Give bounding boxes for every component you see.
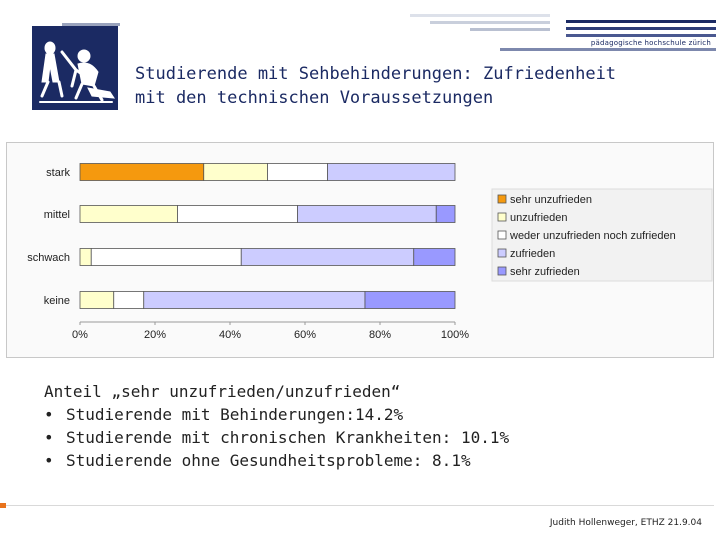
header-stripe [566, 34, 716, 37]
legend-swatch [497, 230, 507, 240]
header-stripe [62, 23, 120, 26]
header-stripe [470, 28, 550, 31]
bar-segment [267, 163, 328, 181]
header-stripe [430, 21, 550, 24]
bar-segment [79, 205, 178, 223]
bar-segment [113, 291, 145, 309]
institution-logo [32, 26, 118, 110]
bar-segment [297, 205, 437, 223]
x-tick-label: 40% [219, 329, 241, 341]
legend-label: sehr unzufrieden [510, 194, 592, 206]
x-tick-label: 80% [369, 329, 391, 341]
bar-segment [240, 248, 415, 266]
slide-title: Studierende mit Sehbehinderungen: Zufrie… [135, 62, 715, 110]
legend-label: unzufrieden [510, 212, 568, 224]
note-item: • Studierende mit chronischen Krankheiten… [44, 426, 704, 449]
note-item: • Studierende ohne Gesundheitsprobleme: 8… [44, 449, 704, 472]
legend-swatch [497, 248, 507, 258]
note-text: Studierende mit chronischen Krankheiten:… [66, 428, 510, 447]
header-stripe [566, 20, 716, 23]
legend-swatch [497, 266, 507, 276]
bar-segment [79, 248, 92, 266]
footer-divider [6, 505, 714, 506]
bar-segment [203, 163, 268, 181]
legend-swatch [497, 194, 507, 204]
bar-segment [413, 248, 456, 266]
x-tick-label: 20% [144, 329, 166, 341]
category-label: stark [46, 167, 70, 179]
satisfaction-chart: 0% 20% 40% 60% 80% 100% stark mittel schwach kein… [27, 163, 713, 341]
summary-notes: Anteil „sehr unzufrieden/unzufrieden“ • S… [44, 380, 704, 472]
bar-segment [177, 205, 298, 223]
bar-segment [79, 163, 205, 181]
footer-credit: Judith Hollenweger, ETHZ 21.9.04 [549, 518, 702, 528]
legend-swatch [497, 212, 507, 222]
x-tick-label: 60% [294, 329, 316, 341]
header-stripe [410, 14, 550, 17]
note-text: Studierende ohne Gesundheitsprobleme: 8.… [66, 451, 471, 470]
bullet-icon: • [44, 451, 54, 470]
x-tick-label: 100% [441, 329, 469, 341]
legend-label: zufrieden [510, 248, 555, 260]
category-label: keine [44, 295, 70, 307]
legend-box [491, 188, 713, 282]
title-line-1: Studierende mit Sehbehinderungen: Zufrie… [135, 64, 617, 84]
bar-segment [143, 291, 366, 309]
category-label: schwach [27, 252, 70, 264]
legend-label: sehr zufrieden [510, 266, 580, 278]
bullet-icon: • [44, 428, 54, 447]
footer-accent [0, 503, 6, 508]
header-stripe [500, 48, 716, 51]
legend-label: weder unzufrieden noch zufrieden [509, 230, 676, 242]
bullet-icon: • [44, 405, 54, 424]
bar-segment [364, 291, 456, 309]
note-text: Studierende mit Behinderungen:14.2% [66, 405, 404, 424]
notes-heading: Anteil „sehr unzufrieden/unzufrieden“ [44, 382, 401, 401]
bar-segment [79, 291, 115, 309]
header-stripe [566, 27, 716, 30]
x-tick-label: 0% [72, 329, 88, 341]
institution-name: pädagogische hochschule zürich [590, 39, 711, 47]
bar-segment [327, 163, 456, 181]
note-item: • Studierende mit Behinderungen:14.2% [44, 403, 704, 426]
title-line-2: mit den technischen Voraussetzungen [135, 88, 494, 108]
category-label: mittel [44, 209, 70, 221]
bar-segment [90, 248, 242, 266]
bar-segment [435, 205, 456, 223]
